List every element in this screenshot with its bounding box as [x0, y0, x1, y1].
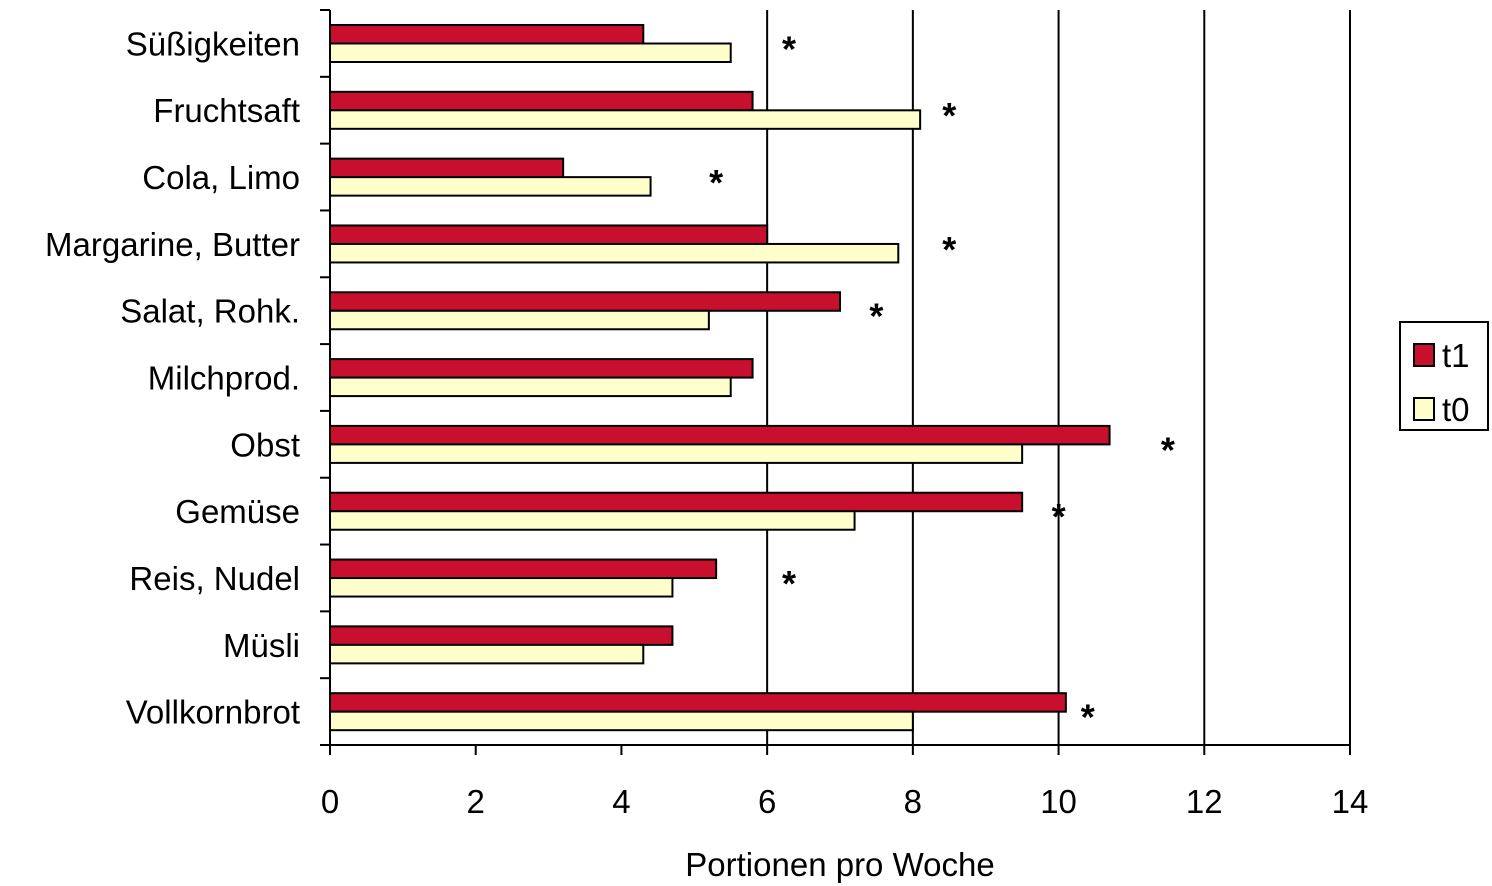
bars [329, 24, 1111, 732]
significance-star: * [709, 162, 723, 203]
category-label: Gemüse [175, 493, 300, 530]
bar-t1 [329, 424, 1111, 446]
significance-star: * [782, 28, 796, 69]
significance-star: * [1081, 697, 1095, 738]
significance-star: * [782, 563, 796, 604]
bar-t1 [329, 625, 674, 646]
x-tick-label: 10 [1040, 783, 1077, 820]
bar-t0 [329, 109, 922, 130]
x-tick-label: 4 [612, 783, 630, 820]
category-label: Reis, Nudel [129, 560, 300, 597]
significance-star: * [1161, 429, 1175, 470]
bar-t0 [329, 242, 900, 264]
category-label: Salat, Rohk. [120, 293, 300, 330]
significance-star: * [869, 296, 883, 337]
legend-label: t1 [1442, 337, 1470, 374]
category-label: Müsli [223, 627, 300, 664]
category-label: Cola, Limo [142, 159, 300, 196]
category-label: Fruchtsaft [153, 92, 300, 129]
x-tick-label: 0 [321, 783, 339, 820]
bar-t0 [329, 443, 1024, 464]
x-tick-label: 14 [1332, 783, 1369, 820]
category-label: Milchprod. [148, 360, 300, 397]
axes [320, 9, 1351, 755]
significance-markers: * * * * * * * * * [709, 28, 1175, 737]
bar-t0 [329, 643, 645, 665]
category-label: Obst [230, 426, 300, 463]
bar-t1 [329, 24, 645, 45]
bar-t1 [329, 692, 1067, 713]
legend-box [1399, 321, 1489, 431]
legend-label: t0 [1442, 391, 1470, 428]
bar-t1 [329, 224, 769, 245]
category-label: Süßigkeiten [126, 25, 300, 62]
bar-t0 [329, 176, 652, 197]
bar-t0 [329, 577, 674, 598]
significance-star: * [1052, 496, 1066, 537]
bar-t0 [329, 309, 710, 331]
legend-swatch [1413, 343, 1435, 367]
x-tick-label: 12 [1186, 783, 1223, 820]
bar-t1 [329, 90, 754, 112]
x-tick-label: 8 [904, 783, 922, 820]
category-labels: Süßigkeiten Fruchtsaft Cola, Limo Margarine… [45, 25, 300, 730]
x-tick-label: 2 [467, 783, 485, 820]
bar-t0 [329, 42, 732, 63]
x-tick-label: 6 [758, 783, 776, 820]
bar-t1 [329, 558, 718, 580]
legend-swatch [1413, 397, 1435, 421]
bar-t1 [329, 291, 841, 312]
gridlines [766, 10, 1351, 745]
bar-t1 [329, 157, 565, 179]
bar-t0 [329, 710, 914, 732]
bar-t0 [329, 376, 732, 398]
significance-star: * [942, 95, 956, 136]
category-label: Margarine, Butter [45, 226, 300, 263]
bar-t0 [329, 510, 856, 531]
bar-t1 [329, 491, 1024, 513]
significance-star: * [942, 229, 956, 270]
bar-t1 [329, 358, 754, 379]
x-tick-labels: 0 2 4 6 8 10 12 14 [321, 783, 1369, 820]
x-axis-title: Portionen pro Woche [685, 846, 994, 883]
category-label: Vollkornbrot [126, 694, 300, 731]
